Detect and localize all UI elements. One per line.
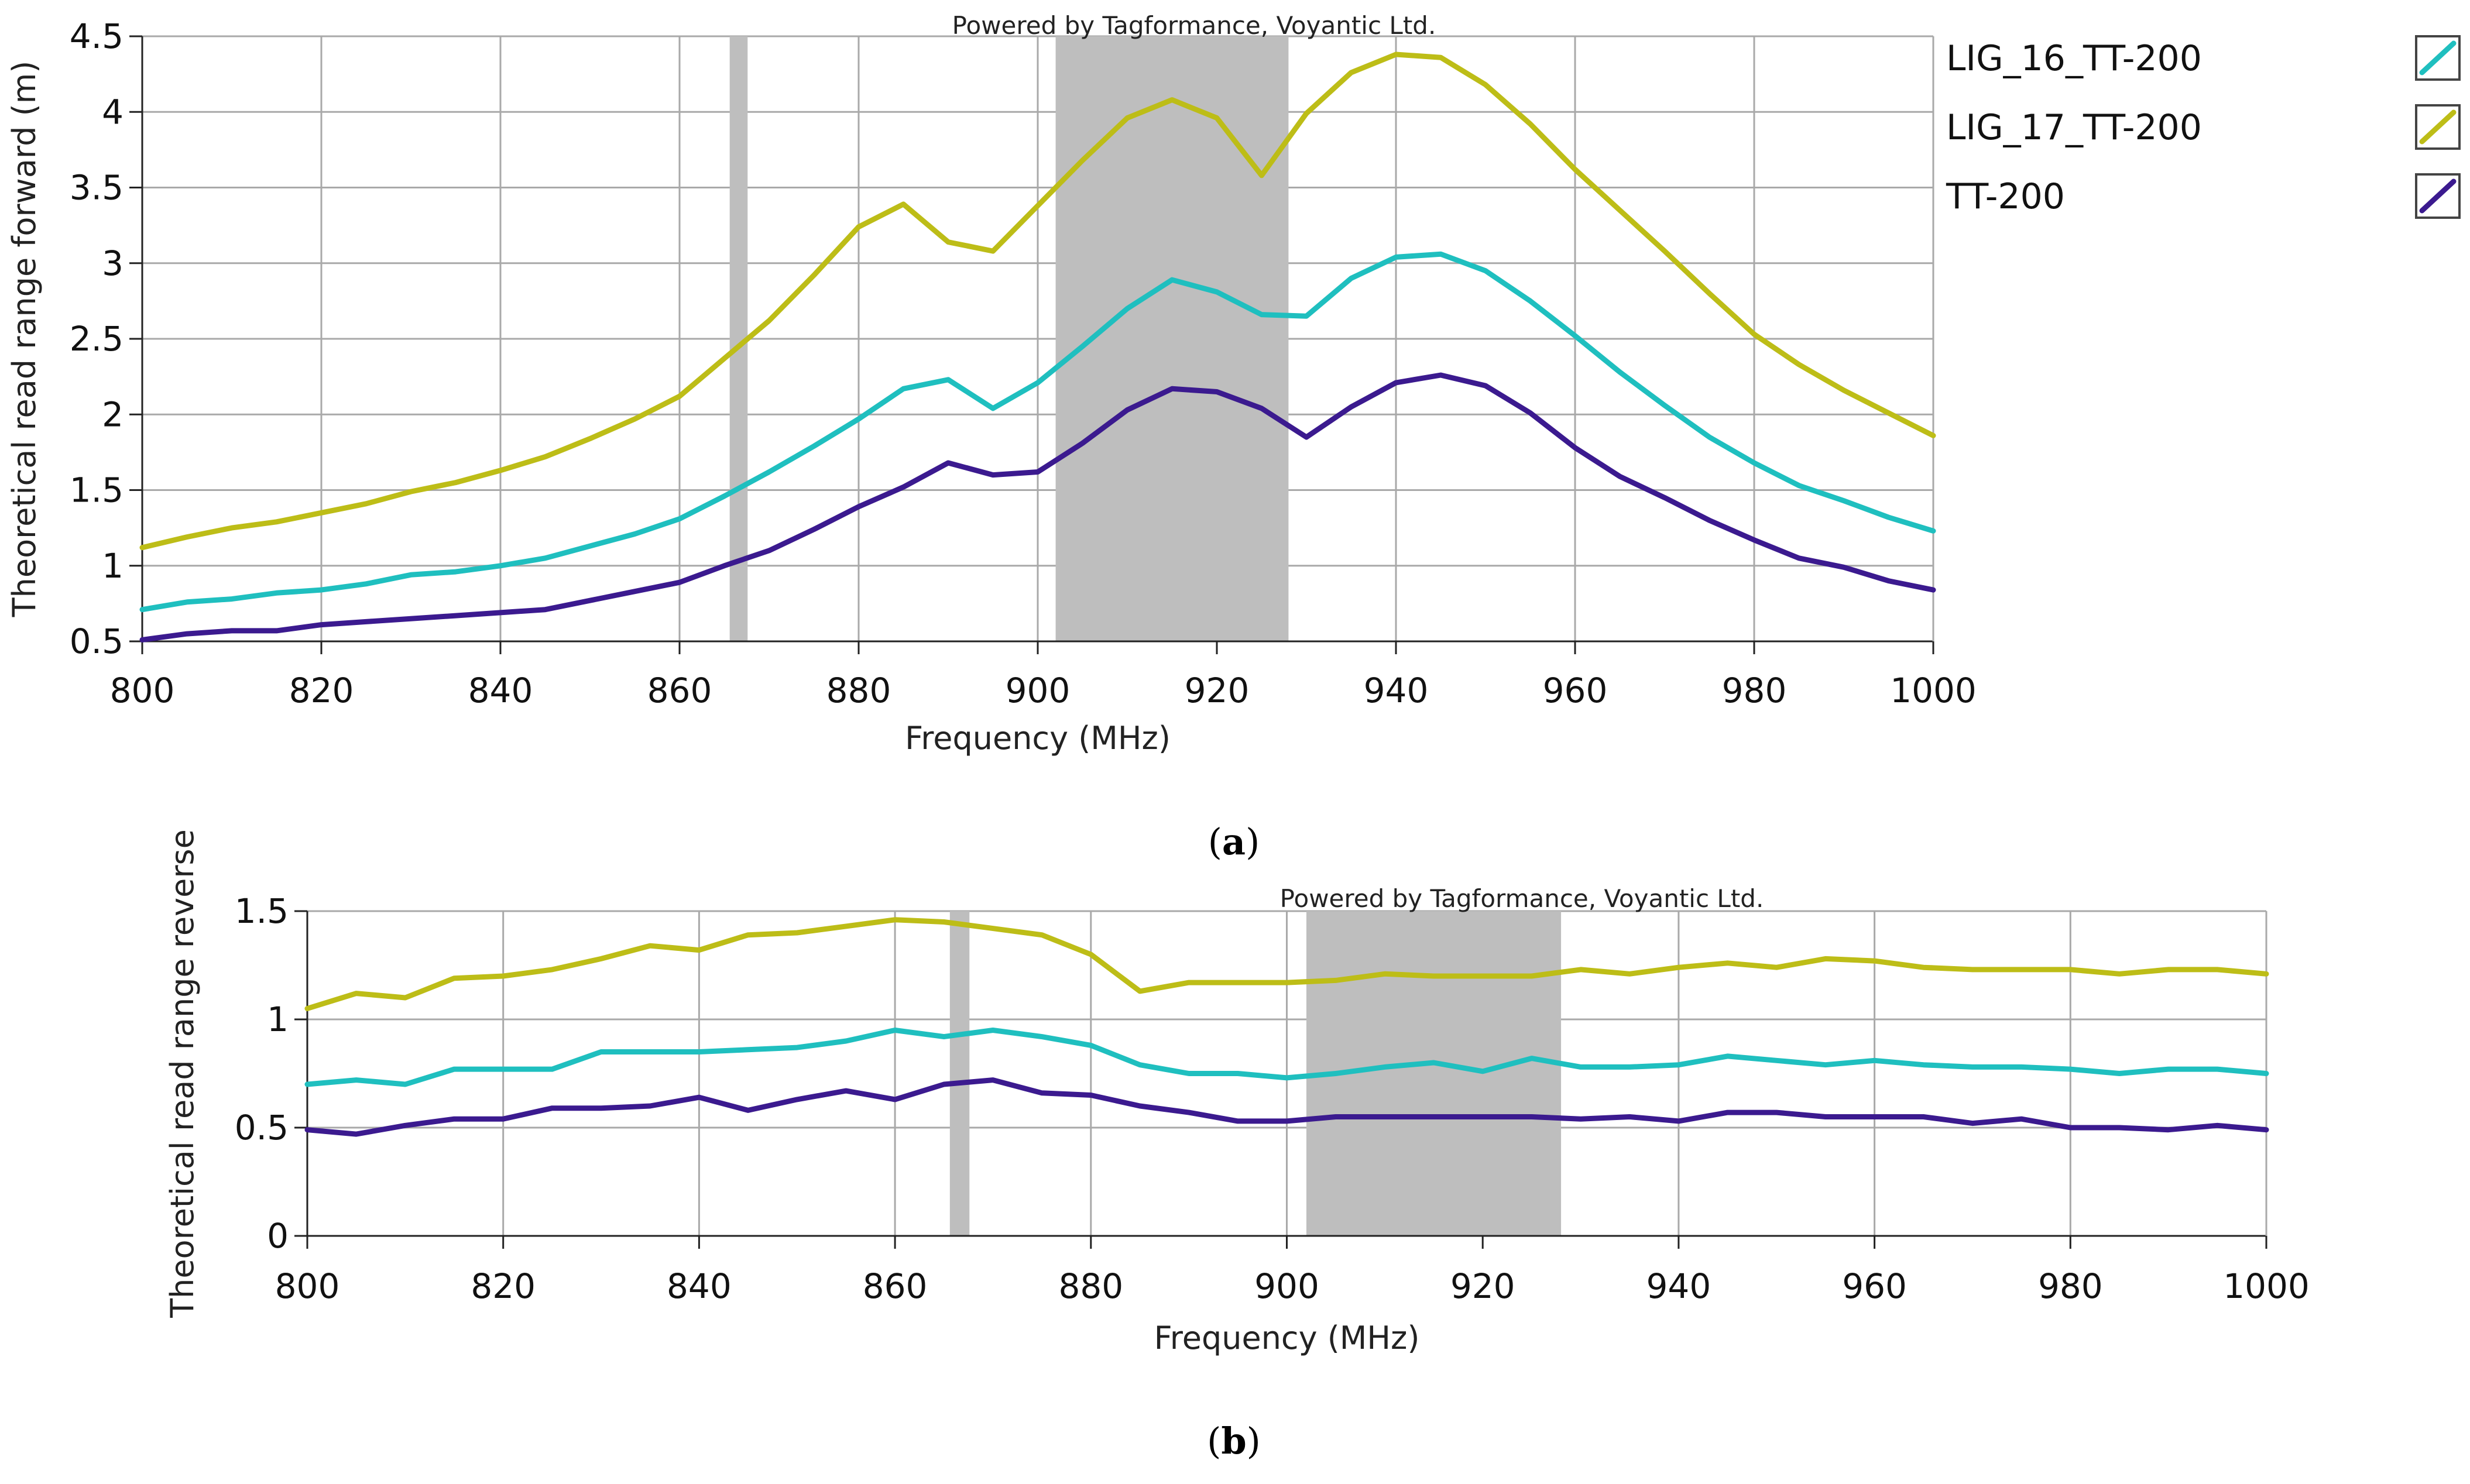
x-tick-label: 980	[1722, 671, 1787, 710]
panel-caption: (a)	[1208, 820, 1260, 863]
legend-label: LIG_16_TT-200	[1946, 38, 2202, 79]
y-tick-label: 0	[267, 1216, 289, 1256]
y-tick-label: 2	[102, 394, 124, 434]
chart-a: Powered by Tagformance, Voyantic Ltd. 800…	[6, 11, 2461, 863]
x-tick-label: 880	[826, 671, 891, 710]
x-tick-label: 900	[1006, 671, 1071, 710]
chart-b: Powered by Tagformance, Voyantic Ltd. 800…	[164, 829, 2310, 1462]
x-tick-label: 820	[289, 671, 354, 710]
y-tick-label: 0.5	[70, 621, 124, 661]
x-axis-title: Frequency (MHz)	[1154, 1320, 1420, 1356]
y-tick-label: 1	[102, 546, 124, 586]
legend-label: LIG_17_TT-200	[1946, 107, 2202, 148]
caption-prefix: (	[1207, 1420, 1221, 1462]
watermark-text: Powered by Tagformance, Voyantic Ltd.	[1280, 884, 1764, 913]
y-tick-label: 4	[102, 92, 124, 132]
watermark-text: Powered by Tagformance, Voyantic Ltd.	[952, 11, 1436, 40]
caption-suffix: )	[1247, 1420, 1261, 1462]
caption-label: a	[1222, 820, 1246, 863]
caption-label: b	[1221, 1420, 1246, 1462]
y-tick-label: 1	[267, 999, 289, 1039]
y-axis-title: Theoretical read range reverse	[164, 829, 201, 1318]
series-line-lig-17-tt-200	[139, 51, 1936, 551]
y-tick-label: 3.5	[70, 168, 124, 208]
caption-suffix: )	[1246, 820, 1260, 863]
series-line-lig-17-tt-200	[304, 917, 2269, 1011]
x-tick-label: 940	[1364, 671, 1429, 710]
legend: LIG_16_TT-200 LIG_17_TT-200 TT-200	[1946, 35, 2461, 219]
caption-prefix: (	[1208, 820, 1222, 863]
x-tick-label: 920	[1450, 1266, 1515, 1306]
x-tick-label: 920	[1185, 671, 1250, 710]
series-line-lig-16-tt-200	[304, 1028, 2269, 1087]
x-tick-label: 1000	[1890, 671, 1977, 710]
x-axis-title: Frequency (MHz)	[905, 720, 1171, 757]
legend-swatch-line	[2419, 109, 2457, 145]
series-line-tt-200	[139, 372, 1936, 643]
x-tick-label: 960	[1543, 671, 1608, 710]
x-tick-label: 980	[2038, 1266, 2103, 1306]
series-line-lig-16-tt-200	[139, 251, 1936, 613]
y-tick-label: 3	[102, 243, 124, 283]
x-tick-label: 880	[1058, 1266, 1123, 1306]
series-line-tt-200	[304, 1077, 2269, 1137]
x-tick-label: 840	[667, 1266, 732, 1306]
legend-label: TT-200	[1946, 176, 2065, 217]
x-tick-label: 1000	[2223, 1266, 2310, 1306]
x-tick-label: 860	[647, 671, 712, 710]
y-tick-label: 4.5	[70, 16, 124, 56]
x-tick-label: 840	[468, 671, 533, 710]
x-tick-label: 800	[110, 671, 175, 710]
legend-swatch-line	[2419, 178, 2457, 214]
x-tick-label: 800	[275, 1266, 340, 1306]
x-tick-label: 940	[1646, 1266, 1711, 1306]
shaded-band-1	[949, 911, 970, 1236]
x-tick-label: 900	[1254, 1266, 1319, 1306]
x-tick-label: 820	[471, 1266, 536, 1306]
y-tick-label: 1.5	[235, 891, 289, 931]
panel-caption: (b)	[1207, 1420, 1261, 1462]
y-tick-label: 1.5	[70, 470, 124, 510]
x-tick-label: 960	[1842, 1266, 1907, 1306]
legend-swatch-line	[2419, 40, 2457, 75]
x-tick-label: 860	[863, 1266, 928, 1306]
y-axis-title: Theoretical read range forward (m)	[6, 61, 43, 618]
y-tick-label: 0.5	[235, 1108, 289, 1148]
y-tick-label: 2.5	[70, 319, 124, 359]
